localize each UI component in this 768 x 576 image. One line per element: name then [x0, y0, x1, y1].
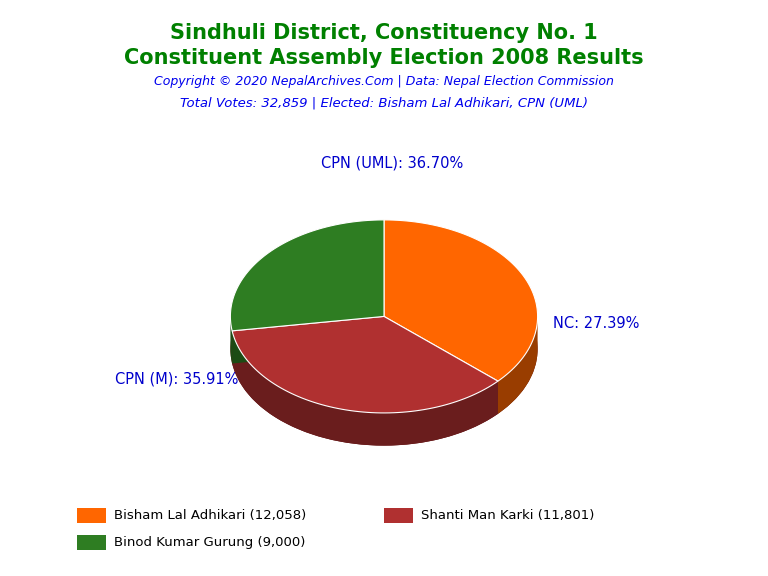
Text: CPN (M): 35.91%: CPN (M): 35.91% [115, 372, 238, 386]
Polygon shape [384, 316, 498, 414]
Text: Shanti Man Karki (11,801): Shanti Man Karki (11,801) [421, 509, 594, 522]
Ellipse shape [230, 252, 538, 446]
Polygon shape [384, 316, 498, 414]
Text: CPN (UML): 36.70%: CPN (UML): 36.70% [320, 156, 463, 171]
Polygon shape [232, 316, 498, 413]
Polygon shape [498, 317, 538, 414]
Text: Constituent Assembly Election 2008 Results: Constituent Assembly Election 2008 Resul… [124, 48, 644, 69]
Polygon shape [384, 220, 538, 381]
Polygon shape [232, 316, 384, 363]
Polygon shape [230, 220, 384, 331]
Text: Sindhuli District, Constituency No. 1: Sindhuli District, Constituency No. 1 [170, 23, 598, 43]
Polygon shape [232, 331, 498, 446]
Text: Binod Kumar Gurung (9,000): Binod Kumar Gurung (9,000) [114, 536, 305, 549]
Text: Total Votes: 32,859 | Elected: Bisham Lal Adhikari, CPN (UML): Total Votes: 32,859 | Elected: Bisham La… [180, 97, 588, 110]
Text: NC: 27.39%: NC: 27.39% [553, 316, 639, 331]
Polygon shape [230, 319, 232, 363]
Text: Copyright © 2020 NepalArchives.Com | Data: Nepal Election Commission: Copyright © 2020 NepalArchives.Com | Dat… [154, 75, 614, 89]
Polygon shape [232, 316, 384, 363]
Text: Bisham Lal Adhikari (12,058): Bisham Lal Adhikari (12,058) [114, 509, 306, 522]
